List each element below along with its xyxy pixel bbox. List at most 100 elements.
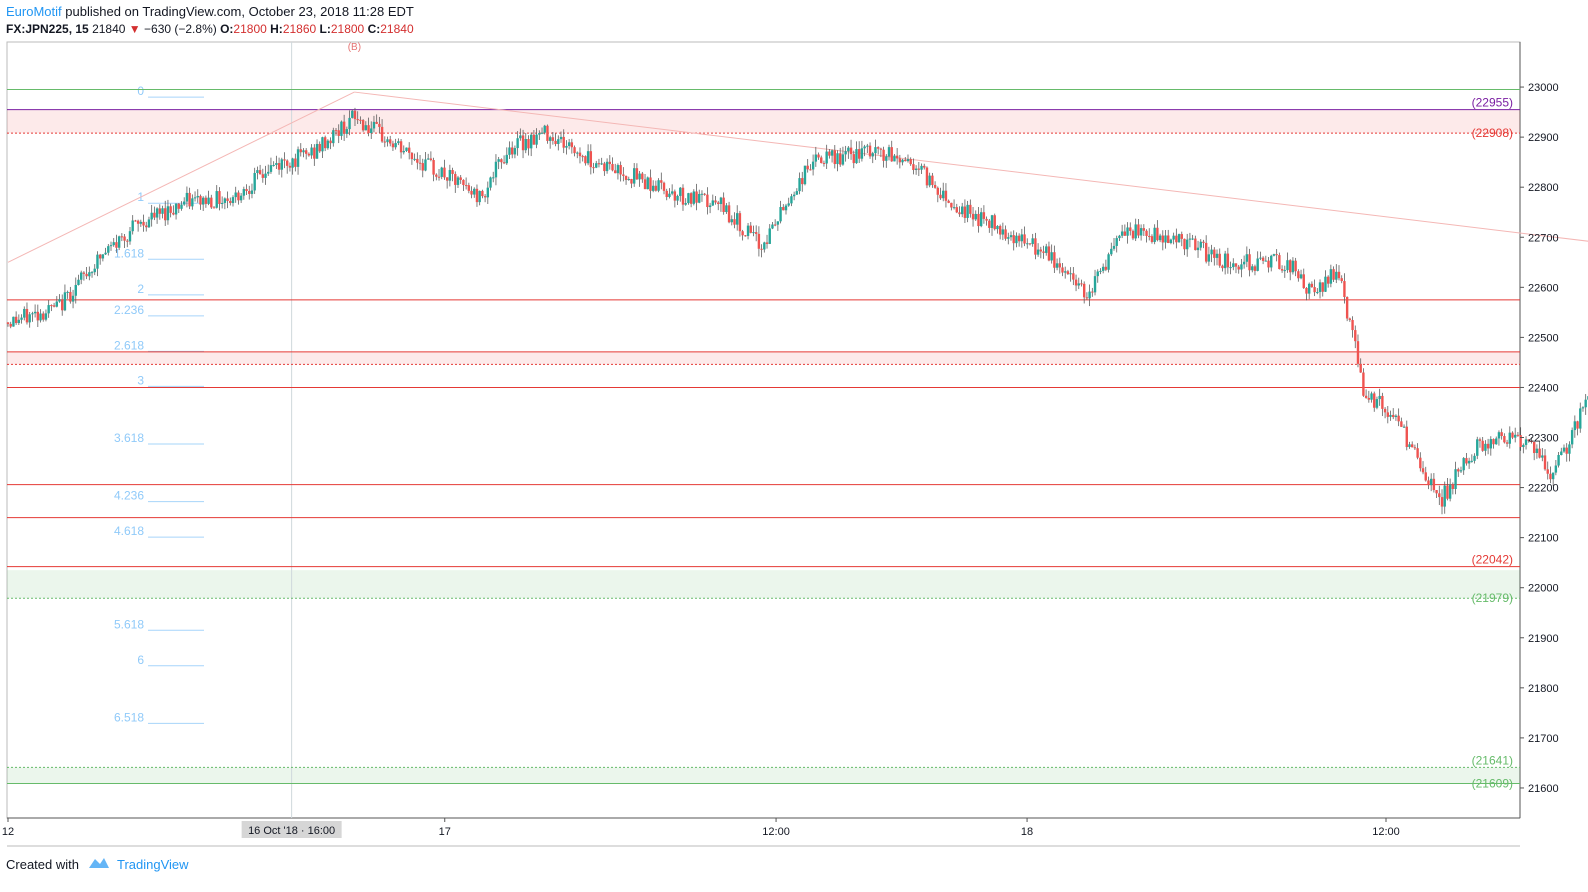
candle-body <box>445 177 449 181</box>
candle <box>771 222 774 230</box>
candle <box>887 144 891 161</box>
candle-body <box>223 198 227 203</box>
open-label: O: <box>220 22 234 36</box>
candle-body <box>760 248 763 250</box>
price-tick-label: 22500 <box>1528 332 1559 344</box>
candle-body <box>966 204 969 218</box>
candle <box>389 135 392 147</box>
candle-body <box>551 137 555 141</box>
candle <box>576 151 579 159</box>
candle <box>1514 427 1517 443</box>
candle-body <box>955 207 958 213</box>
candle <box>532 130 536 145</box>
candle <box>489 176 492 191</box>
candle-body <box>961 206 964 215</box>
candle <box>1326 275 1330 288</box>
candle <box>145 221 148 232</box>
candle-body <box>708 205 712 208</box>
candle-body <box>351 110 354 118</box>
candle <box>1538 440 1541 459</box>
candle <box>264 165 267 185</box>
candle <box>1519 427 1522 451</box>
author-link[interactable]: EuroMotif <box>6 4 62 19</box>
candle <box>746 223 750 240</box>
candle-body <box>98 254 102 259</box>
candle-body <box>532 134 536 145</box>
candle <box>61 294 64 316</box>
candle-body <box>204 197 208 204</box>
candle <box>1015 232 1018 248</box>
candle <box>1142 224 1146 237</box>
candle <box>844 145 847 162</box>
candle-body <box>1248 254 1251 271</box>
candle <box>1009 231 1013 241</box>
candle <box>830 149 834 163</box>
candle <box>1294 257 1297 277</box>
candle <box>329 137 332 150</box>
candle-body <box>58 299 61 302</box>
candle <box>359 116 362 125</box>
tradingview-link[interactable]: TradingView <box>116 857 189 872</box>
price-tick-label: 21700 <box>1528 733 1559 745</box>
candle-body <box>1546 469 1549 474</box>
candle <box>126 238 129 248</box>
candle-body <box>860 148 864 159</box>
candle <box>1248 248 1251 277</box>
candle <box>6 322 10 327</box>
candle <box>55 296 58 308</box>
candle-body <box>389 139 392 144</box>
candle-body <box>773 224 777 226</box>
candle-body <box>1012 235 1015 244</box>
candle-body <box>1500 432 1503 437</box>
candle-body <box>1394 415 1398 418</box>
candle <box>893 153 896 162</box>
candle-body <box>1153 227 1156 242</box>
candle-body <box>1172 235 1175 240</box>
candle-body <box>258 170 262 175</box>
candle-body <box>1532 441 1536 454</box>
candle <box>811 154 815 176</box>
candle <box>909 157 912 166</box>
candle <box>326 139 330 150</box>
candle <box>123 234 126 248</box>
candle <box>337 124 340 144</box>
candle <box>790 193 793 207</box>
candle-body <box>1074 279 1078 286</box>
candle <box>1161 230 1165 251</box>
price-tick-label: 22800 <box>1528 182 1559 194</box>
candle-body <box>1318 282 1322 293</box>
candle <box>581 154 584 162</box>
candle-body <box>107 246 110 253</box>
candle-body <box>741 231 744 236</box>
candle <box>440 166 443 180</box>
candle <box>1223 250 1227 275</box>
price-tick-label: 22100 <box>1528 533 1559 545</box>
candle <box>1242 255 1246 269</box>
candle-body <box>483 196 487 198</box>
open-value: 21800 <box>233 22 267 36</box>
candle-body <box>942 190 945 199</box>
level-label: (21609) <box>1472 776 1513 790</box>
candle-body <box>757 233 761 249</box>
candle <box>437 168 441 181</box>
candle <box>974 210 977 222</box>
candle <box>670 184 674 196</box>
candle <box>708 202 712 214</box>
candle-body <box>220 202 224 205</box>
candle <box>448 164 452 187</box>
candle-body <box>1139 228 1143 236</box>
candle <box>1481 437 1484 452</box>
candle <box>323 135 327 152</box>
candle-body <box>524 139 527 151</box>
candle <box>304 148 308 160</box>
candle <box>885 154 888 168</box>
candle-body <box>1560 451 1563 456</box>
candle-body <box>717 202 720 205</box>
candle <box>52 302 56 308</box>
candle <box>77 274 80 286</box>
candle-body <box>996 226 999 230</box>
candle <box>383 136 387 148</box>
candle <box>676 194 679 206</box>
candle <box>643 174 647 190</box>
